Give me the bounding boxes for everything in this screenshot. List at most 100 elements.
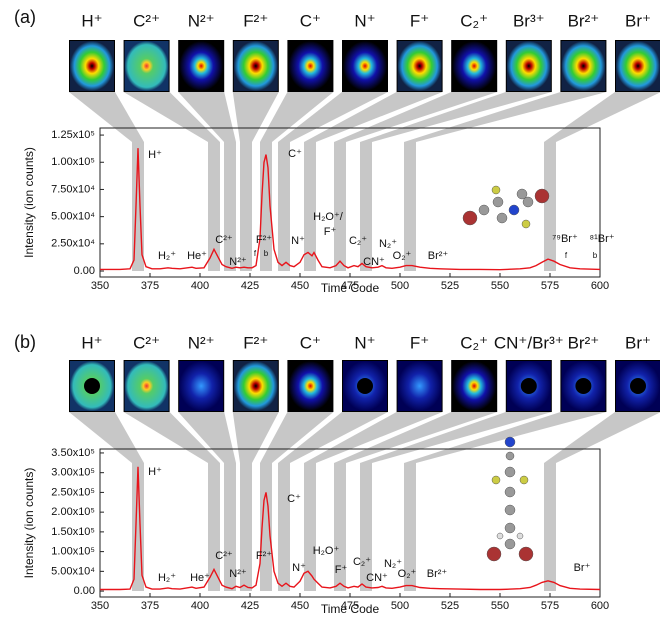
peak-annotation: b [593,251,598,260]
y-tick-label: 3.00x10⁵ [51,467,95,479]
peak-annotation: H₂O⁺ [313,545,340,557]
ion-label: H⁺ [81,11,102,30]
molecule-atom [505,523,515,533]
x-tick-label: 525 [441,600,459,612]
peak-annotation: He⁺ [190,572,210,584]
ion-image-mask [630,378,646,394]
x-tick-label: 500 [391,600,409,612]
molecule-atom [519,547,533,561]
peak-annotation: F⁺ [324,226,337,238]
x-tick-label: 550 [491,600,509,612]
x-tick-label: 450 [291,280,309,292]
y-tick-label: 1.00x10⁵ [51,546,95,558]
molecule-atom [517,533,523,539]
peak-annotation: N⁺ [292,562,306,574]
molecule-atom [517,189,527,199]
x-axis-label: Time Code [321,281,380,295]
x-tick-label: 425 [241,600,259,612]
ion-image-signal [179,41,223,91]
peak-annotation: O₂⁺ [393,250,412,262]
molecule-atom [505,467,515,477]
peak-annotation: F²⁺ [256,234,272,246]
ion-image-mask [357,378,373,394]
ion-image-signal [125,361,169,411]
ion-label: F⁺ [410,11,429,30]
x-tick-label: 375 [141,280,159,292]
molecule-atom [520,476,528,484]
peak-annotation: C⁺ [288,148,302,160]
panel-label: (a) [14,7,36,27]
peak-annotation: ⁷⁹Br⁺ [552,233,578,245]
ion-image-signal [288,41,332,91]
peak-annotation: N⁺ [291,235,305,247]
peak-annotation: H⁺ [148,466,162,478]
peak-annotation: f [254,249,257,258]
peak-annotation: C²⁺ [215,550,233,562]
y-tick-label: 2.00x10⁵ [51,506,95,518]
projection-band [69,412,144,591]
ion-image-signal [234,41,278,91]
y-tick-label: 2.50x10⁵ [51,486,95,498]
ion-label: H⁺ [81,333,102,352]
ion-image-signal [561,41,605,91]
ion-label: Br⁺ [625,11,651,30]
y-tick-label: 5.00x10⁴ [51,211,95,223]
panel-label: (b) [14,332,36,352]
ion-image-signal [616,41,660,91]
ion-label: Br³⁺ [513,11,545,30]
x-tick-label: 350 [91,280,109,292]
peak-annotation: F⁺ [335,564,348,576]
x-tick-label: 575 [541,600,559,612]
x-tick-label: 550 [491,280,509,292]
ion-label: CN⁺/Br³⁺ [494,333,564,352]
ion-label: C₂⁺ [460,11,488,30]
y-tick-label: 1.50x10⁵ [51,526,95,538]
x-tick-label: 600 [591,280,609,292]
peak-annotation: Br⁺ [574,562,591,574]
ion-image-signal [288,361,332,411]
y-axis-label: Intensity (ion counts) [22,147,36,258]
ion-label: Br²⁺ [568,333,600,352]
molecule-atom [505,487,515,497]
x-axis-label: Time Code [321,602,380,616]
ion-image-mask [521,378,537,394]
peak-annotation: H₂⁺ [158,572,176,584]
peak-annotation: f [565,251,568,260]
molecule-atom [535,189,549,203]
x-tick-label: 400 [191,600,209,612]
peak-annotation: C⁺ [287,493,301,505]
molecule-atom [463,211,477,225]
peak-annotation: N²⁺ [229,256,247,268]
y-tick-label: 3.50x10⁵ [51,447,95,459]
peak-annotation: H₂O⁺/ [313,211,344,223]
ion-image-signal [452,41,496,91]
projection-band [544,412,660,591]
ion-label: N⁺ [354,11,375,30]
ion-image-signal [343,41,387,91]
y-tick-label: 0.00 [74,265,95,277]
molecule-atom [497,213,507,223]
peak-annotation: b [264,249,269,258]
x-tick-label: 375 [141,600,159,612]
ion-image-signal [179,361,223,411]
x-tick-label: 400 [191,280,209,292]
figure: (a) H⁺ C²⁺ N²⁺ F²⁺ C⁺ N⁺ F⁺ C₂⁺ Br³⁺ Br²⁺ Br⁺ 0.00 2.… [0,0,660,634]
ion-label: Br⁺ [625,333,651,352]
peak-annotation: H⁺ [148,149,162,161]
ion-image-signal [452,361,496,411]
x-tick-label: 575 [541,280,559,292]
peak-annotation: F²⁺ [256,550,272,562]
molecule-atom [505,539,515,549]
ion-label: F⁺ [410,333,429,352]
molecule-atom [487,547,501,561]
molecule-atom [493,197,503,207]
peak-annotation: N²⁺ [229,568,247,580]
x-tick-label: 525 [441,280,459,292]
y-tick-label: 5.00x10⁴ [51,565,95,577]
ion-image-signal [507,41,551,91]
peak-annotation: C₂⁺ [353,556,371,568]
x-tick-label: 425 [241,280,259,292]
molecule-atom [506,452,514,460]
ion-image-mask [84,378,100,394]
ion-label: C⁺ [300,11,321,30]
